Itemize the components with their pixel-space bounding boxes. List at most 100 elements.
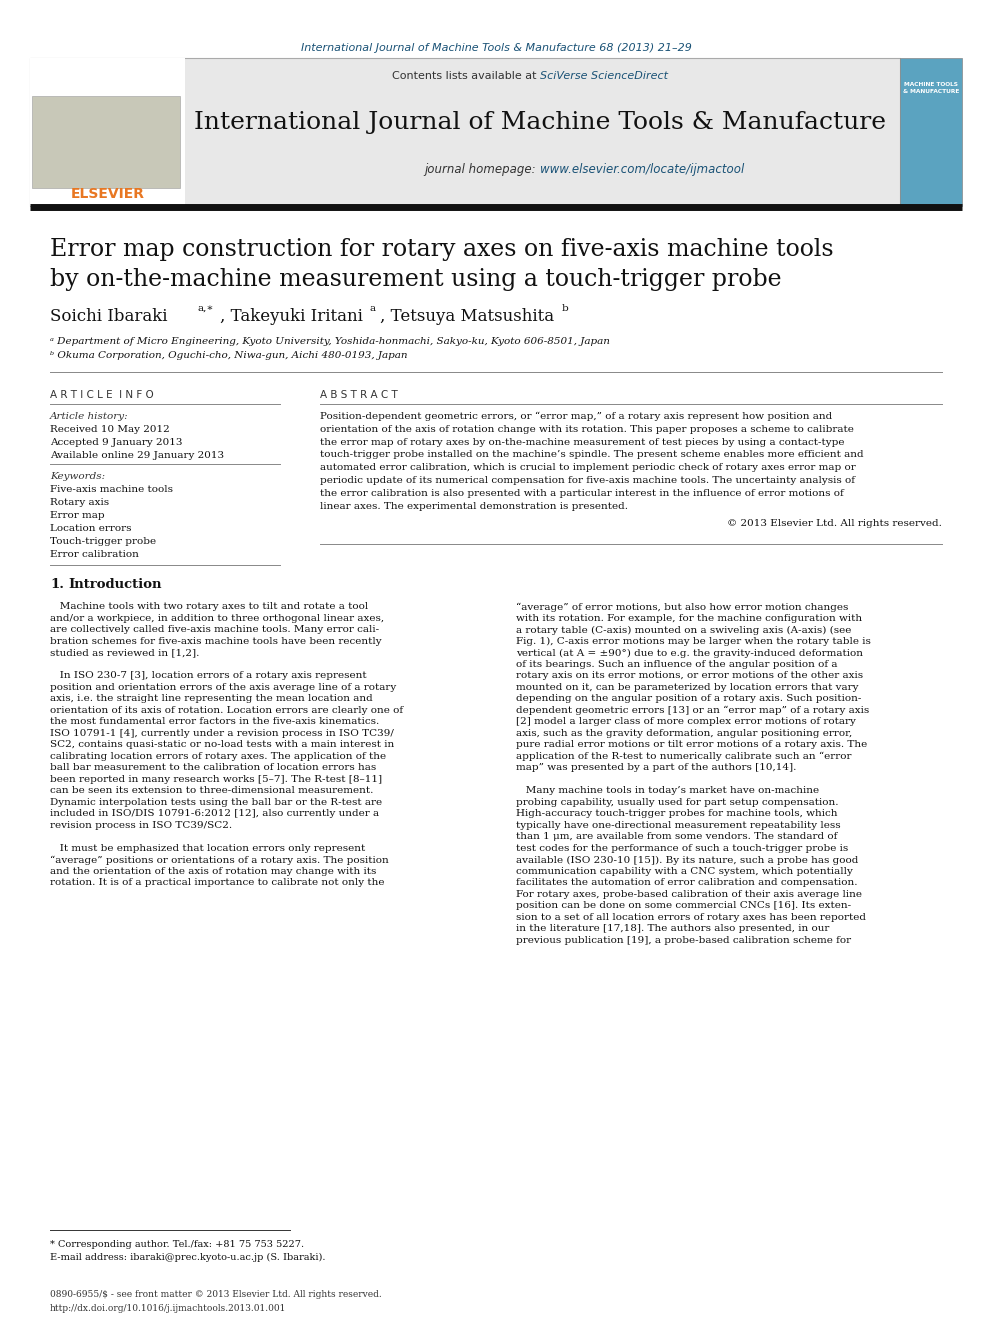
Text: ᵇ Okuma Corporation, Oguchi-cho, Niwa-gun, Aichi 480-0193, Japan: ᵇ Okuma Corporation, Oguchi-cho, Niwa-gu… [50,351,408,360]
Text: communication capability with a CNC system, which potentially: communication capability with a CNC syst… [516,867,853,876]
Text: rotary axis on its error motions, or error motions of the other axis: rotary axis on its error motions, or err… [516,671,863,680]
Text: touch-trigger probe installed on the machine’s spindle. The present scheme enabl: touch-trigger probe installed on the mac… [320,450,864,459]
Text: Fig. 1), C-axis error motions may be larger when the rotary table is: Fig. 1), C-axis error motions may be lar… [516,636,871,646]
Text: Dynamic interpolation tests using the ball bar or the R-test are: Dynamic interpolation tests using the ba… [50,798,382,807]
Bar [30,58,900,206]
Text: and/or a workpiece, in addition to three orthogonal linear axes,: and/or a workpiece, in addition to three… [50,614,384,623]
Text: Machine tools with two rotary axes to tilt and rotate a tool: Machine tools with two rotary axes to ti… [50,602,368,611]
Text: pure radial error motions or tilt error motions of a rotary axis. The: pure radial error motions or tilt error … [516,741,867,749]
Text: the error calibration is also presented with a particular interest in the influe: the error calibration is also presented … [320,488,844,497]
Text: Error calibration: Error calibration [50,550,139,560]
Text: facilitates the automation of error calibration and compensation.: facilitates the automation of error cali… [516,878,857,888]
Text: High-accuracy touch-trigger probes for machine tools, which: High-accuracy touch-trigger probes for m… [516,810,837,819]
Text: ISO 10791-1 [4], currently under a revision process in ISO TC39/: ISO 10791-1 [4], currently under a revis… [50,729,394,738]
Text: revision process in ISO TC39/SC2.: revision process in ISO TC39/SC2. [50,820,232,830]
Text: can be seen its extension to three-dimensional measurement.: can be seen its extension to three-dimen… [50,786,373,795]
Text: ball bar measurement to the calibration of location errors has: ball bar measurement to the calibration … [50,763,376,773]
Text: SC2, contains quasi-static or no-load tests with a main interest in: SC2, contains quasi-static or no-load te… [50,741,394,749]
Text: Error map construction for rotary axes on five-axis machine tools: Error map construction for rotary axes o… [50,238,833,261]
Text: ELSEVIER: ELSEVIER [71,187,145,201]
Text: axis, such as the gravity deformation, angular positioning error,: axis, such as the gravity deformation, a… [516,729,852,738]
Text: mounted on it, can be parameterized by location errors that vary: mounted on it, can be parameterized by l… [516,683,858,692]
Text: Rotary axis: Rotary axis [50,497,109,507]
Text: Error map: Error map [50,511,104,520]
Text: , Takeyuki Iritani: , Takeyuki Iritani [220,308,363,325]
Text: International Journal of Machine Tools & Manufacture 68 (2013) 21–29: International Journal of Machine Tools &… [301,44,691,53]
Bar [32,97,180,188]
Text: © 2013 Elsevier Ltd. All rights reserved.: © 2013 Elsevier Ltd. All rights reserved… [727,520,942,528]
Text: Introduction: Introduction [68,578,162,591]
Text: E-mail address: ibaraki@prec.kyoto-u.ac.jp (S. Ibaraki).: E-mail address: ibaraki@prec.kyoto-u.ac.… [50,1253,325,1262]
Text: linear axes. The experimental demonstration is presented.: linear axes. The experimental demonstrat… [320,501,628,511]
Text: Available online 29 January 2013: Available online 29 January 2013 [50,451,224,460]
Text: calibrating location errors of rotary axes. The application of the: calibrating location errors of rotary ax… [50,751,386,761]
Text: map” was presented by a part of the authors [10,14].: map” was presented by a part of the auth… [516,763,797,773]
Text: 1.: 1. [50,578,64,591]
Text: In ISO 230-7 [3], location errors of a rotary axis represent: In ISO 230-7 [3], location errors of a r… [50,671,367,680]
Text: Article history:: Article history: [50,411,129,421]
Bar [900,58,962,206]
Text: International Journal of Machine Tools & Manufacture: International Journal of Machine Tools &… [194,111,886,135]
Text: application of the R-test to numerically calibrate such an “error: application of the R-test to numerically… [516,751,851,761]
Text: Soichi Ibaraki: Soichi Ibaraki [50,308,168,325]
Text: Location errors: Location errors [50,524,132,533]
Bar [30,58,185,206]
Text: typically have one-directional measurement repeatability less: typically have one-directional measureme… [516,820,840,830]
Text: “average” positions or orientations of a rotary axis. The position: “average” positions or orientations of a… [50,856,389,865]
Text: test codes for the performance of such a touch-trigger probe is: test codes for the performance of such a… [516,844,848,853]
Text: vertical (at A = ±90°) due to e.g. the gravity-induced deformation: vertical (at A = ±90°) due to e.g. the g… [516,648,863,658]
Text: MACHINE TOOLS
& MANUFACTURE: MACHINE TOOLS & MANUFACTURE [903,82,959,94]
Text: a: a [370,304,376,314]
Text: Contents lists available at: Contents lists available at [392,71,540,81]
Text: available (ISO 230-10 [15]). By its nature, such a probe has good: available (ISO 230-10 [15]). By its natu… [516,856,858,864]
Text: Touch-trigger probe: Touch-trigger probe [50,537,156,546]
Text: A B S T R A C T: A B S T R A C T [320,390,398,400]
Text: Position-dependent geometric errors, or “error map,” of a rotary axis represent : Position-dependent geometric errors, or … [320,411,832,421]
Text: Received 10 May 2012: Received 10 May 2012 [50,425,170,434]
Text: a rotary table (C-axis) mounted on a swiveling axis (A-axis) (see: a rotary table (C-axis) mounted on a swi… [516,626,851,635]
Text: in the literature [17,18]. The authors also presented, in our: in the literature [17,18]. The authors a… [516,925,829,934]
Text: It must be emphasized that location errors only represent: It must be emphasized that location erro… [50,844,365,853]
Text: of its bearings. Such an influence of the angular position of a: of its bearings. Such an influence of th… [516,660,837,669]
Text: probing capability, usually used for part setup compensation.: probing capability, usually used for par… [516,798,838,807]
Text: Five-axis machine tools: Five-axis machine tools [50,486,173,493]
Text: by on-the-machine measurement using a touch-trigger probe: by on-the-machine measurement using a to… [50,269,782,291]
Text: b: b [562,304,568,314]
Text: orientation of its axis of rotation. Location errors are clearly one of: orientation of its axis of rotation. Loc… [50,706,403,714]
Text: For rotary axes, probe-based calibration of their axis average line: For rotary axes, probe-based calibration… [516,890,862,898]
Text: SciVerse ScienceDirect: SciVerse ScienceDirect [540,71,668,81]
Text: depending on the angular position of a rotary axis. Such position-: depending on the angular position of a r… [516,695,861,704]
Text: position can be done on some commercial CNCs [16]. Its exten-: position can be done on some commercial … [516,901,851,910]
Text: ᵃ Department of Micro Engineering, Kyoto University, Yoshida-honmachi, Sakyo-ku,: ᵃ Department of Micro Engineering, Kyoto… [50,337,610,347]
Text: bration schemes for five-axis machine tools have been recently: bration schemes for five-axis machine to… [50,636,382,646]
Text: Many machine tools in today’s market have on-machine: Many machine tools in today’s market hav… [516,786,819,795]
Text: Keywords:: Keywords: [50,472,105,482]
Text: axis, i.e. the straight line representing the mean location and: axis, i.e. the straight line representin… [50,695,373,704]
Text: included in ISO/DIS 10791-6:2012 [12], also currently under a: included in ISO/DIS 10791-6:2012 [12], a… [50,810,379,819]
Text: position and orientation errors of the axis average line of a rotary: position and orientation errors of the a… [50,683,396,692]
Text: automated error calibration, which is crucial to implement periodic check of rot: automated error calibration, which is cr… [320,463,856,472]
Text: dependent geometric errors [13] or an “error map” of a rotary axis: dependent geometric errors [13] or an “e… [516,706,869,716]
Text: Accepted 9 January 2013: Accepted 9 January 2013 [50,438,183,447]
Text: , Tetsuya Matsushita: , Tetsuya Matsushita [380,308,555,325]
Text: than 1 μm, are available from some vendors. The standard of: than 1 μm, are available from some vendo… [516,832,837,841]
Text: studied as reviewed in [1,2].: studied as reviewed in [1,2]. [50,648,199,658]
Text: A R T I C L E  I N F O: A R T I C L E I N F O [50,390,154,400]
Text: [2] model a larger class of more complex error motions of rotary: [2] model a larger class of more complex… [516,717,856,726]
Text: the error map of rotary axes by on-the-machine measurement of test pieces by usi: the error map of rotary axes by on-the-m… [320,438,844,447]
Text: previous publication [19], a probe-based calibration scheme for: previous publication [19], a probe-based… [516,935,851,945]
Text: been reported in many research works [5–7]. The R-test [8–11]: been reported in many research works [5–… [50,775,382,785]
Text: journal homepage:: journal homepage: [425,164,540,176]
Text: periodic update of its numerical compensation for five-axis machine tools. The u: periodic update of its numerical compens… [320,476,855,486]
Text: a,∗: a,∗ [198,304,214,314]
Text: www.elsevier.com/locate/ijmactool: www.elsevier.com/locate/ijmactool [540,164,744,176]
Text: * Corresponding author. Tel./fax: +81 75 753 5227.: * Corresponding author. Tel./fax: +81 75… [50,1240,305,1249]
Text: “average” of error motions, but also how error motion changes: “average” of error motions, but also how… [516,602,848,611]
Text: orientation of the axis of rotation change with its rotation. This paper propose: orientation of the axis of rotation chan… [320,425,854,434]
Text: sion to a set of all location errors of rotary axes has been reported: sion to a set of all location errors of … [516,913,866,922]
Text: and the orientation of the axis of rotation may change with its: and the orientation of the axis of rotat… [50,867,376,876]
Text: are collectively called five-axis machine tools. Many error cali-: are collectively called five-axis machin… [50,626,379,635]
Text: rotation. It is of a practical importance to calibrate not only the: rotation. It is of a practical importanc… [50,878,385,888]
Text: with its rotation. For example, for the machine configuration with: with its rotation. For example, for the … [516,614,862,623]
Text: http://dx.doi.org/10.1016/j.ijmachtools.2013.01.001: http://dx.doi.org/10.1016/j.ijmachtools.… [50,1304,287,1312]
